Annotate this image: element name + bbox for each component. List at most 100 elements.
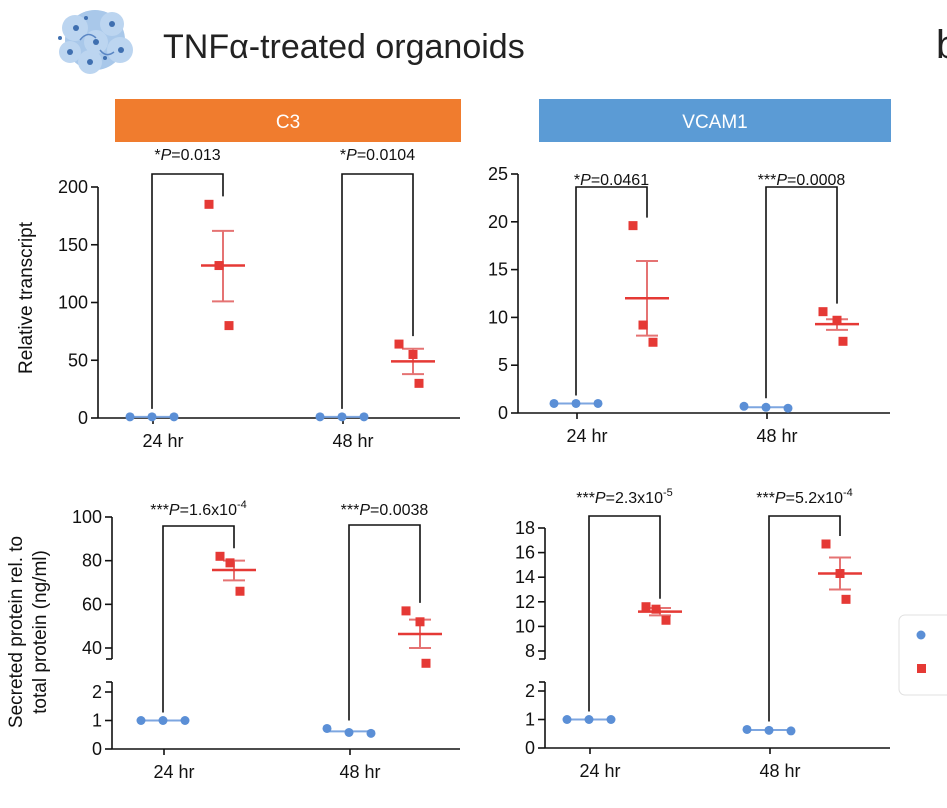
chart-panel-2: 24 hr 48 hr 40 60 80 100 0 1 2 ***P=1.6x10-4 ***P=… [72,499,460,782]
tnf-point [414,378,424,388]
y-tick-label: 14 [515,567,535,587]
y-tick-label: 16 [515,543,535,563]
panel-letter: b [936,23,947,67]
tnf-point [638,320,648,330]
y-tick-label: 200 [58,177,88,197]
vehicle-point [147,412,157,422]
tnf-point [394,339,404,349]
significance-bracket [768,515,841,722]
y-tick-label: 0 [92,739,102,759]
p-value-annotation: ***P=5.2x10-4 [756,487,853,507]
tnf-point [628,221,638,231]
vehicle-point [742,724,752,734]
tnf-point [415,617,425,627]
vehicle-point [337,412,347,422]
tnf-point [641,602,651,612]
p-value-annotation: *P=0.013 [154,147,220,164]
y-tick-label: 100 [58,293,88,313]
figure-title: TNFα-treated organoids [163,28,525,66]
y-tick-label: 2 [92,682,102,702]
tnf-point [204,199,214,209]
y-tick-label: 0 [78,408,88,428]
p-value-annotation: ***P=1.6x10-4 [150,499,247,519]
tnf-point [214,261,224,271]
vehicle-point [180,716,190,725]
y-tick-label: 0 [498,403,508,423]
p-value-annotation: ***P=0.0038 [341,502,429,519]
y-tick-label: 40 [82,638,102,658]
vcam1-banner-label: VCAM1 [682,112,747,133]
tnf-point [215,551,225,561]
y-tick-label: 0 [525,738,535,758]
vehicle-point [606,715,616,724]
vehicle-point [169,412,179,422]
legend-box [898,614,947,696]
x-tick-label: 48 hr [759,761,800,781]
y-axis-title-protein-line2: total protein (ng/ml) [30,550,51,714]
significance-bracket [575,186,648,396]
y-tick-label: 10 [488,307,508,327]
x-tick-label: 24 hr [566,426,607,446]
x-tick-label: 48 hr [756,426,797,446]
significance-bracket [341,173,414,409]
tnf-point [421,658,431,668]
vehicle-point [739,401,749,411]
legend-tnf-marker [917,664,926,673]
c3-banner [115,99,461,142]
vehicle-point [571,398,581,408]
p-value-annotation: ***P=0.0008 [758,172,846,189]
tnf-point [835,569,845,579]
x-tick-label: 48 hr [332,431,373,451]
vehicle-point [786,726,796,736]
tnf-point [841,594,851,604]
vehicle-point [764,725,774,735]
x-tick-label: 24 hr [579,761,620,781]
y-tick-label: 1 [525,710,535,730]
vehicle-point [783,403,793,413]
vehicle-point [359,412,369,422]
vehicle-point [562,715,572,724]
tnf-point [235,586,245,596]
y-tick-label: 8 [525,641,535,661]
vehicle-point [315,412,325,422]
organoid-cells-icon [58,10,133,74]
p-value-annotation: ***P=2.3x10-5 [576,487,673,507]
tnf-point [651,604,661,614]
y-axis-title-protein-line1: Secreted protein rel. to [6,536,27,728]
chart-panel-0: 24 hr 48 hr 0 50 100 150 200 *P=0.013 *P=0.0104 [58,147,460,451]
legend-vehicle-marker [916,630,926,640]
chart-panel-1: 24 hr 48 hr 0 5 10 15 20 25 *P=0.0461 ***P=0.0008 [488,164,890,446]
y-tick-label: 20 [488,212,508,232]
tnf-point [225,558,235,568]
tnf-point [832,315,842,325]
y-tick-label: 12 [515,592,535,612]
vehicle-point [584,715,594,724]
x-tick-label: 24 hr [142,431,183,451]
significance-bracket [151,173,224,409]
y-tick-label: 2 [525,681,535,701]
tnf-point [408,349,418,359]
tnf-point [838,336,848,346]
y-tick-label: 10 [515,616,535,636]
y-tick-label: 80 [82,551,102,571]
tnf-point [821,539,831,549]
tnf-point [401,606,411,616]
p-value-annotation: *P=0.0104 [340,147,415,164]
y-tick-label: 1 [92,711,102,731]
y-tick-label: 5 [498,355,508,375]
y-tick-label: 150 [58,235,88,255]
vehicle-point [761,402,771,412]
y-tick-label: 50 [68,350,88,370]
significance-bracket [765,186,838,399]
vehicle-point [549,398,559,408]
tnf-point [224,321,234,331]
y-tick-label: 15 [488,260,508,280]
y-tick-label: 60 [82,594,102,614]
vehicle-point [593,398,603,408]
y-tick-label: 25 [488,164,508,184]
significance-bracket [162,525,235,713]
y-axis-title-transcript: Relative transcript [16,221,37,374]
vehicle-point [344,727,354,737]
vehicle-point [366,728,376,738]
